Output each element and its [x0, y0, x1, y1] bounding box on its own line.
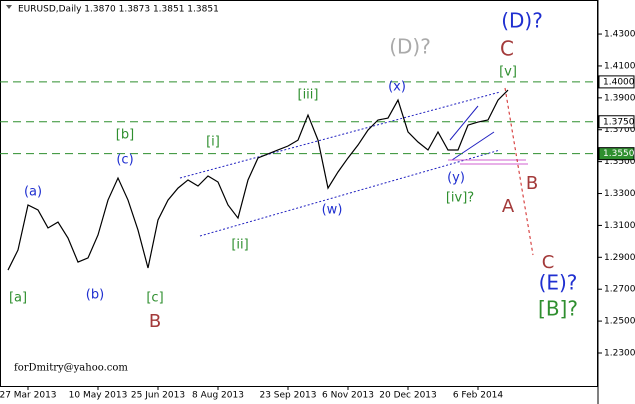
y-tick-label: 1.2700 — [604, 285, 635, 295]
wave-label: [iii] — [298, 88, 319, 103]
x-tick-label: 27 Mar 2013 — [0, 391, 57, 401]
wave-label: C — [542, 252, 555, 273]
projection-line — [504, 87, 534, 256]
x-tick-label: 20 Dec 2013 — [379, 391, 437, 401]
wave-label: C — [500, 37, 514, 61]
level-label: 1.3750 — [603, 117, 635, 127]
channel-lines — [179, 87, 534, 256]
x-tick-label: 25 Jun 2013 — [131, 391, 185, 401]
wave-label: (b) — [86, 288, 104, 303]
y-tick-label: 1.2500 — [604, 317, 635, 327]
collapse-icon — [6, 5, 12, 9]
wave-label: [B]? — [538, 297, 578, 321]
plot-frame — [0, 0, 598, 387]
wave-label: [i] — [206, 135, 220, 150]
level-box — [598, 147, 635, 161]
level-box — [598, 115, 635, 129]
level-label: 1.4000 — [603, 77, 635, 87]
y-tick-label: 1.2300 — [604, 348, 635, 358]
channel-upper — [179, 91, 501, 179]
wave-label: [b] — [116, 128, 134, 143]
chart-title: EURUSD,Daily 1.3870 1.3873 1.3851 1.3851 — [18, 5, 219, 15]
wedge-lower — [451, 131, 495, 161]
wedge-upper — [449, 105, 479, 141]
y-tick-label: 1.3100 — [604, 221, 635, 231]
wave-label: A — [502, 196, 515, 217]
wave-label: (c) — [116, 153, 133, 168]
wave-label: B — [149, 311, 161, 332]
price-line — [7, 89, 509, 271]
wave-label: [c] — [146, 291, 163, 306]
x-tick-label: 8 Aug 2013 — [192, 391, 244, 401]
wave-label: (D)? — [389, 35, 431, 59]
wave-label: (D)? — [501, 9, 543, 33]
wave-label: [ii] — [231, 238, 248, 253]
wave-label: [iv]? — [446, 191, 474, 206]
wave-label: [v] — [499, 65, 517, 80]
watermark: forDmitry@yahoo.com — [14, 363, 128, 374]
y-tick-label: 1.3300 — [604, 189, 635, 199]
wave-label: (x) — [388, 80, 406, 95]
wave-label: [a] — [9, 291, 27, 306]
wave-label: (E)? — [539, 271, 578, 295]
y-tick-label: 1.2900 — [604, 253, 635, 263]
y-tick-label: 1.3700 — [604, 125, 635, 135]
y-tick-label: 1.3900 — [604, 93, 635, 103]
wave-label: (a) — [24, 185, 42, 200]
wave-label: (y) — [447, 171, 465, 186]
level-label: 1.3550 — [603, 149, 635, 159]
x-tick-label: 10 May 2013 — [69, 391, 128, 401]
x-tick-label: 6 Nov 2013 — [322, 391, 374, 401]
y-tick-label: 1.4300 — [604, 30, 635, 40]
x-tick-label: 23 Sep 2013 — [259, 391, 316, 401]
level-box — [598, 75, 635, 89]
y-tick-label: 1.3500 — [604, 157, 635, 167]
x-tick-label: 6 Feb 2014 — [453, 391, 504, 401]
wave-label: B — [526, 173, 538, 194]
wave-label: (w) — [322, 203, 343, 218]
channel-lower — [199, 149, 501, 237]
y-tick-label: 1.4100 — [604, 61, 635, 71]
